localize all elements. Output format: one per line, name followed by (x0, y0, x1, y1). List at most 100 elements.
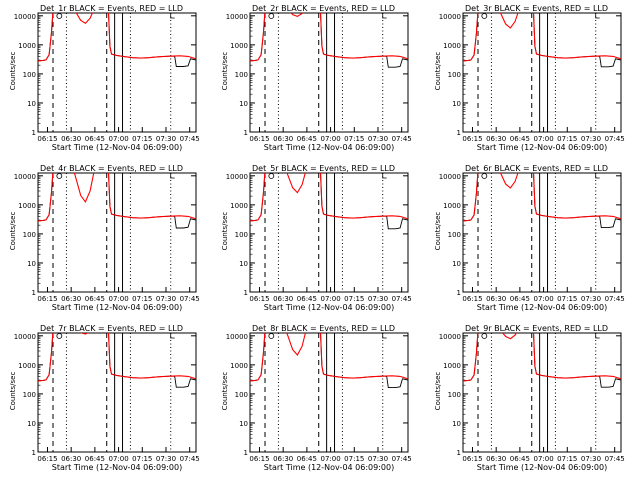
night-marker (595, 173, 600, 179)
panel-title: Det_2r BLACK = Events, RED = LLD (252, 4, 395, 13)
saa-marker (481, 333, 488, 339)
x-tick-label: 06:30 (486, 455, 506, 463)
x-tick-label: 07:30 (368, 455, 388, 463)
y-tick-label: 10 (239, 260, 248, 268)
detector-panel: Det_7r BLACK = Events, RED = LLD 1 10 100 10… (9, 324, 200, 472)
x-tick-label: 06:30 (486, 295, 506, 303)
y-axis-label: Counts/sec (434, 212, 442, 251)
y-tick-label: 10000 (439, 333, 461, 341)
y-tick-label: 1 (32, 289, 36, 297)
x-tick-label: 07:45 (605, 455, 625, 463)
x-tick-label: 07:45 (605, 135, 625, 143)
lld-series-line (38, 333, 196, 382)
x-tick-label: 06:45 (85, 295, 105, 303)
lld-series-line (38, 173, 196, 222)
saa-marker (481, 13, 488, 19)
x-axis-label: Start Time (12-Nov-04 06:09:00) (52, 143, 182, 152)
y-tick-label: 10 (239, 420, 248, 428)
y-tick-label: 100 (23, 71, 36, 79)
x-tick-label: 06:30 (61, 295, 81, 303)
y-tick-label: 1 (457, 449, 461, 457)
x-axis-label: Start Time (12-Nov-04 06:09:00) (477, 303, 607, 312)
y-tick-label: 1000 (230, 42, 248, 50)
lld-series-line (463, 173, 621, 222)
x-tick-label: 07:15 (132, 295, 152, 303)
x-tick-label: 07:15 (132, 455, 152, 463)
y-tick-label: 1000 (230, 202, 248, 210)
x-tick-label: 07:15 (344, 455, 364, 463)
y-tick-label: 10000 (14, 333, 36, 341)
x-axis-label: Start Time (12-Nov-04 06:09:00) (52, 463, 182, 472)
panel-title: Det_4r BLACK = Events, RED = LLD (40, 164, 183, 173)
x-tick-label: 06:15 (462, 455, 482, 463)
saa-marker (268, 13, 275, 19)
plot-frame (37, 332, 197, 453)
x-tick-label: 07:00 (320, 135, 340, 143)
x-tick-label: 07:00 (320, 455, 340, 463)
plot-frame (37, 172, 197, 293)
y-axis-label: Counts/sec (434, 52, 442, 91)
night-marker (595, 333, 600, 339)
x-tick-label: 07:30 (368, 135, 388, 143)
y-axis-label: Counts/sec (221, 52, 229, 91)
y-axis-label: Counts/sec (9, 372, 17, 411)
detector-panel: Det_2r BLACK = Events, RED = LLD 1 10 100 10… (221, 4, 412, 152)
x-tick-label: 06:15 (249, 455, 269, 463)
x-tick-label: 06:15 (462, 295, 482, 303)
y-axis-label: Counts/sec (221, 212, 229, 251)
detector-panel: Det_4r BLACK = Events, RED = LLD 1 10 100 10… (9, 164, 200, 312)
y-tick-label: 1 (244, 449, 248, 457)
y-tick-label: 10000 (14, 13, 36, 21)
x-tick-label: 07:00 (533, 295, 553, 303)
x-tick-label: 07:00 (320, 295, 340, 303)
y-tick-label: 1000 (443, 202, 461, 210)
y-tick-label: 10000 (14, 173, 36, 181)
plot-frame (37, 12, 197, 133)
y-tick-label: 1000 (443, 42, 461, 50)
y-tick-label: 100 (448, 391, 461, 399)
panel-title: Det_3r BLACK = Events, RED = LLD (465, 4, 608, 13)
lld-series-line (463, 333, 621, 382)
saa-marker (56, 173, 63, 179)
x-axis-label: Start Time (12-Nov-04 06:09:00) (264, 143, 394, 152)
x-tick-label: 07:15 (557, 295, 577, 303)
x-tick-label: 06:30 (486, 135, 506, 143)
x-tick-label: 07:30 (581, 295, 601, 303)
y-tick-label: 100 (448, 71, 461, 79)
night-marker (382, 173, 387, 179)
detector-panel: Det_1r BLACK = Events, RED = LLD 1 10 100 10… (9, 4, 200, 152)
night-marker (595, 13, 600, 19)
x-tick-label: 07:45 (180, 135, 200, 143)
y-tick-label: 10 (452, 100, 461, 108)
x-tick-label: 07:30 (581, 455, 601, 463)
y-tick-label: 10000 (226, 13, 248, 21)
x-tick-label: 07:30 (156, 295, 176, 303)
plot-frame (462, 332, 622, 453)
night-marker (170, 333, 175, 339)
x-tick-label: 07:30 (581, 135, 601, 143)
night-marker (170, 173, 175, 179)
plot-frame (462, 12, 622, 133)
y-tick-label: 1000 (18, 362, 36, 370)
plot-frame (249, 172, 409, 293)
y-tick-label: 1000 (18, 202, 36, 210)
x-tick-label: 06:30 (273, 295, 293, 303)
saa-marker (268, 333, 275, 339)
saa-marker (268, 173, 275, 179)
detector-panel: Det_6r BLACK = Events, RED = LLD 1 10 100 10… (434, 164, 625, 312)
y-tick-label: 1 (32, 449, 36, 457)
x-tick-label: 07:45 (392, 135, 412, 143)
x-axis-label: Start Time (12-Nov-04 06:09:00) (52, 303, 182, 312)
plot-frame (249, 332, 409, 453)
x-tick-label: 07:00 (108, 135, 128, 143)
x-axis-label: Start Time (12-Nov-04 06:09:00) (477, 143, 607, 152)
x-tick-label: 07:15 (132, 135, 152, 143)
x-tick-label: 06:15 (249, 295, 269, 303)
lld-series-line (250, 173, 408, 222)
panel-title: Det_6r BLACK = Events, RED = LLD (465, 164, 608, 173)
detector-panel: Det_8r BLACK = Events, RED = LLD 1 10 100 10… (221, 324, 412, 472)
y-tick-label: 10 (27, 260, 36, 268)
lld-series-line (463, 13, 621, 62)
x-tick-label: 07:00 (533, 455, 553, 463)
y-tick-label: 100 (235, 231, 248, 239)
